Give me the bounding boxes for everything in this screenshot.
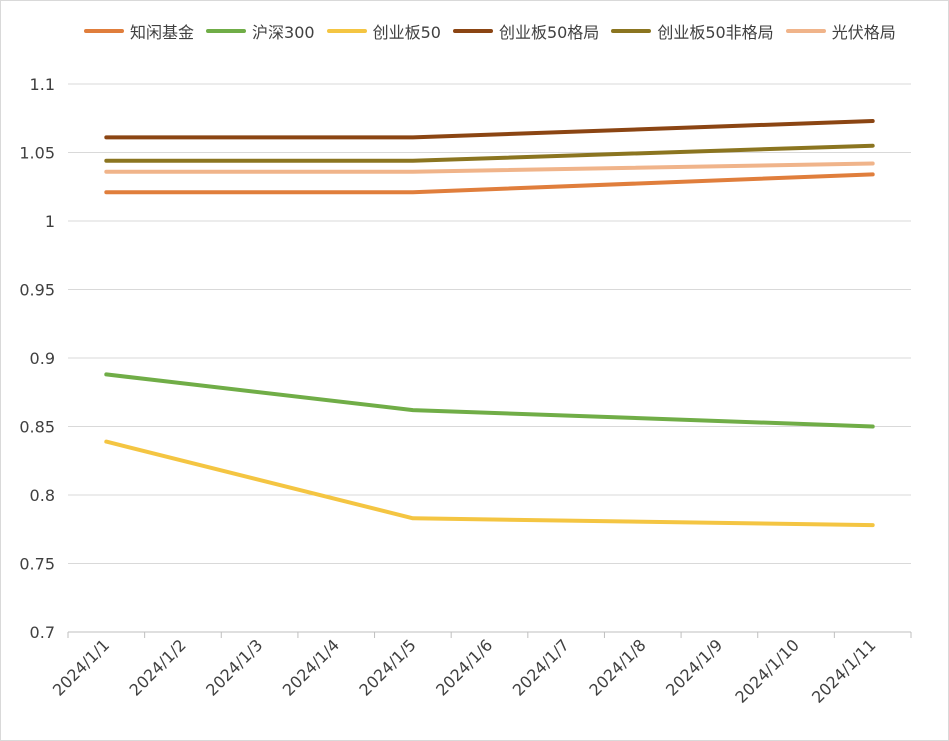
x-tick-label: 2024/1/3 bbox=[202, 635, 266, 699]
legend-label: 沪深300 bbox=[252, 23, 315, 42]
legend-swatch bbox=[452, 29, 493, 33]
x-axis: 2024/1/1 2024/1/2 2024/1/3 2024/1/4 2024/1/5… bbox=[49, 631, 912, 707]
x-tick-label: 2024/1/4 bbox=[279, 635, 343, 699]
legend-label: 光伏格局 bbox=[831, 23, 896, 42]
x-tick-label: 2024/1/10 bbox=[731, 635, 802, 706]
y-tick-label: 0.85 bbox=[19, 418, 55, 437]
legend-item: 沪深300 bbox=[206, 19, 315, 43]
legend: 知闲基金 沪深300 创业板50 创业板50格局 创业板50非格局 光伏格局 bbox=[84, 19, 896, 43]
y-tick-label: 1.05 bbox=[19, 144, 55, 163]
x-tick-label: 2024/1/2 bbox=[126, 635, 190, 699]
series-lines bbox=[104, 119, 875, 528]
x-tick-label: 2024/1/6 bbox=[432, 635, 496, 699]
y-tick-label: 0.7 bbox=[30, 623, 55, 642]
x-tick-label: 2024/1/5 bbox=[355, 635, 419, 699]
legend-item: 创业板50格局 bbox=[452, 19, 600, 43]
legend-item: 创业板50 bbox=[326, 19, 441, 43]
legend-label: 创业板50非格局 bbox=[657, 23, 774, 42]
y-tick-label: 1 bbox=[45, 212, 55, 231]
x-tick-label: 2024/1/1 bbox=[49, 635, 113, 699]
x-tick-label: 2024/1/9 bbox=[662, 635, 726, 699]
y-axis: 0.7 0.75 0.8 0.85 0.9 0.95 1 1.05 1.1 bbox=[19, 75, 55, 642]
y-tick-label: 1.1 bbox=[30, 75, 55, 94]
series-line bbox=[104, 119, 875, 140]
y-tick-label: 0.8 bbox=[30, 486, 55, 505]
y-tick-label: 0.9 bbox=[30, 349, 55, 368]
legend-item: 知闲基金 bbox=[84, 19, 194, 43]
series-line bbox=[104, 372, 875, 429]
legend-item: 创业板50非格局 bbox=[611, 19, 774, 43]
series-line bbox=[104, 143, 875, 163]
legend-swatch bbox=[326, 29, 367, 33]
gridlines bbox=[68, 83, 911, 564]
y-tick-label: 0.75 bbox=[19, 555, 55, 574]
legend-item: 光伏格局 bbox=[785, 19, 896, 43]
legend-swatch bbox=[84, 29, 124, 33]
series-line bbox=[104, 172, 875, 195]
legend-swatch bbox=[785, 29, 826, 33]
y-tick-label: 0.95 bbox=[19, 281, 55, 300]
x-tick-label: 2024/1/11 bbox=[808, 635, 879, 706]
legend-label: 创业板50 bbox=[372, 23, 441, 42]
legend-swatch bbox=[611, 29, 652, 33]
x-tick-label: 2024/1/8 bbox=[585, 635, 649, 699]
legend-swatch bbox=[206, 29, 247, 33]
legend-label: 创业板50格局 bbox=[498, 23, 600, 42]
series-line bbox=[104, 439, 875, 528]
x-tick-label: 2024/1/7 bbox=[509, 635, 573, 699]
series-line bbox=[104, 161, 875, 174]
legend-label: 知闲基金 bbox=[130, 23, 195, 42]
